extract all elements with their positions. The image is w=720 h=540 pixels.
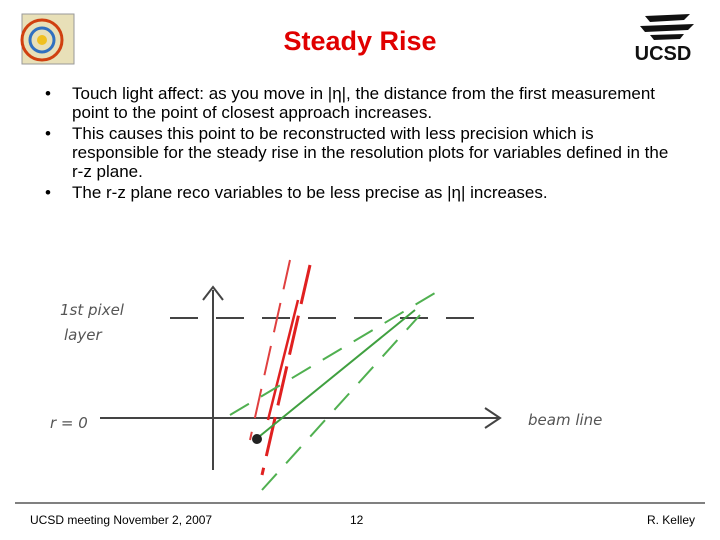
origin-label: r = 0 — [50, 414, 88, 432]
bullet: This causes this point to be reconstruct… — [45, 124, 670, 181]
cms-logo — [20, 13, 75, 65]
diagram: 1st pixel layer r = 0 beam line — [50, 259, 602, 491]
ucsd-logo: UCSD — [635, 14, 694, 65]
slide-title: Steady Rise — [283, 26, 437, 56]
footer-right: R. Kelley — [646, 513, 695, 527]
bullet-list: Touch light affect: as you move in |η|, … — [30, 84, 670, 204]
layer-label: 1st pixel — [60, 301, 125, 319]
axis-label: beam line — [528, 411, 602, 429]
bullet: Touch light affect: as you move in |η|, … — [45, 84, 670, 122]
bullet: The r-z plane reco variables to be less … — [45, 183, 670, 202]
footer-left: UCSD meeting November 2, 2007 — [30, 513, 213, 527]
logo-text: UCSD — [635, 43, 692, 65]
page-number: 12 — [350, 513, 364, 527]
layer-label: layer — [64, 326, 102, 344]
